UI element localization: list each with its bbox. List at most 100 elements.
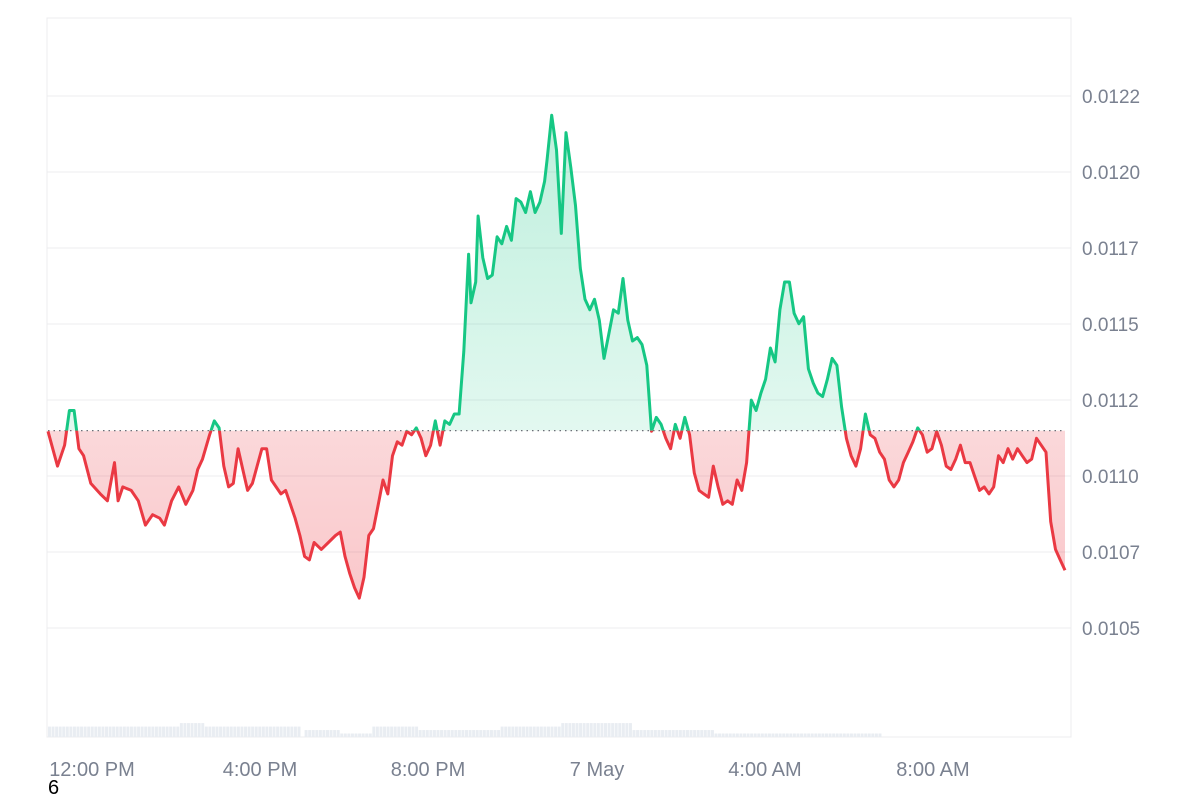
volume-bar xyxy=(604,723,607,737)
volume-bar xyxy=(639,730,643,737)
volume-bar xyxy=(51,726,55,737)
volume-bar xyxy=(137,726,141,737)
volume-bar xyxy=(83,726,87,737)
volume-bar xyxy=(76,726,80,737)
volume-bar xyxy=(347,733,351,737)
volume-bar xyxy=(703,730,707,737)
x-axis-ticks: 12:00 PM 4:00 PM 8:00 PM 7 May 4:00 AM 8:00 A… xyxy=(49,759,970,781)
volume-bar xyxy=(657,730,661,737)
volume-bar xyxy=(361,733,365,737)
volume-bar xyxy=(333,730,337,737)
volume-bar xyxy=(48,726,51,737)
volume-bar xyxy=(732,733,736,737)
volume-bar xyxy=(187,723,190,737)
volume-bar xyxy=(564,723,568,737)
volume-bar xyxy=(176,726,180,737)
volume-bar xyxy=(97,726,101,737)
volume-bar xyxy=(133,726,137,737)
gridlines xyxy=(47,95,1071,629)
volume-bar xyxy=(760,733,764,737)
volume-bar xyxy=(718,733,722,737)
volume-bar xyxy=(828,733,832,737)
volume-bar xyxy=(372,726,376,737)
y-axis-ticks: 0.0122 0.0120 0.0117 0.0115 0.0112 0.0110 0.01… xyxy=(1082,87,1140,640)
volume-bar xyxy=(825,733,828,737)
volume-bar xyxy=(675,730,679,737)
volume-bar xyxy=(468,730,472,737)
volume-bar xyxy=(807,733,811,737)
volume-bar xyxy=(646,730,650,737)
volume-bar xyxy=(194,723,198,737)
volume-bar xyxy=(678,730,682,737)
volume-bar xyxy=(65,726,69,737)
volume-bar xyxy=(696,730,700,737)
volume-bar xyxy=(429,730,433,737)
volume-bar xyxy=(803,733,807,737)
volume-bar xyxy=(789,733,793,737)
volume-bar xyxy=(575,723,579,737)
volume-bar xyxy=(197,723,201,737)
volume-bar xyxy=(62,726,66,737)
volume-bar xyxy=(115,726,119,737)
volume-bar xyxy=(522,726,526,737)
x-tick-label: 8:00 PM xyxy=(391,759,465,781)
volume-bar xyxy=(190,723,194,737)
volume-bar xyxy=(418,730,422,737)
volume-bar xyxy=(268,726,272,737)
y-tick-label: 0.0115 xyxy=(1082,315,1139,336)
volume-bar xyxy=(839,733,843,737)
area-below-baseline xyxy=(48,430,1065,599)
volume-bar xyxy=(625,723,629,737)
volume-bar xyxy=(393,726,397,737)
volume-bar xyxy=(596,723,600,737)
volume-bar xyxy=(707,730,711,737)
volume-bar xyxy=(226,726,230,737)
volume-bar xyxy=(518,726,522,737)
volume-bar xyxy=(407,726,411,737)
volume-bar xyxy=(525,726,529,737)
volume-bar xyxy=(497,730,501,737)
volume-bars xyxy=(48,723,882,737)
volume-bar xyxy=(643,730,647,737)
volume-bar xyxy=(443,730,447,737)
volume-bar xyxy=(454,730,458,737)
volume-bar xyxy=(589,723,593,737)
volume-bar xyxy=(240,726,244,737)
volume-bar xyxy=(436,730,440,737)
volume-bar xyxy=(315,730,319,737)
volume-bar xyxy=(336,730,340,737)
volume-bar xyxy=(764,733,768,737)
volume-bar xyxy=(272,726,276,737)
volume-bar xyxy=(771,733,775,737)
volume-bar xyxy=(90,726,94,737)
volume-bar xyxy=(251,726,255,737)
volume-bar xyxy=(425,730,429,737)
price-line-above-baseline xyxy=(65,113,939,431)
volume-bar xyxy=(94,726,98,737)
volume-bar xyxy=(664,730,668,737)
volume-bar xyxy=(297,726,301,737)
volume-bar xyxy=(383,726,387,737)
volume-bar xyxy=(368,733,372,737)
volume-bar xyxy=(154,726,158,737)
volume-bar xyxy=(465,730,468,737)
volume-bar xyxy=(543,726,547,737)
volume-bar xyxy=(600,723,604,737)
volume-bar xyxy=(432,730,436,737)
volume-bar xyxy=(746,733,750,737)
volume-bar xyxy=(479,730,483,737)
volume-bar xyxy=(358,733,362,737)
volume-bar xyxy=(593,723,597,737)
volume-bar xyxy=(290,726,294,737)
volume-bar xyxy=(375,726,379,737)
volume-bar xyxy=(682,730,686,737)
volume-bar xyxy=(447,730,451,737)
volume-bar xyxy=(785,733,789,737)
volume-bar xyxy=(415,726,419,737)
volume-bar xyxy=(147,726,151,737)
volume-bar xyxy=(611,723,615,737)
volume-bar xyxy=(379,726,383,737)
volume-bar xyxy=(293,726,297,737)
volume-bar xyxy=(472,730,476,737)
volume-bar xyxy=(671,730,675,737)
